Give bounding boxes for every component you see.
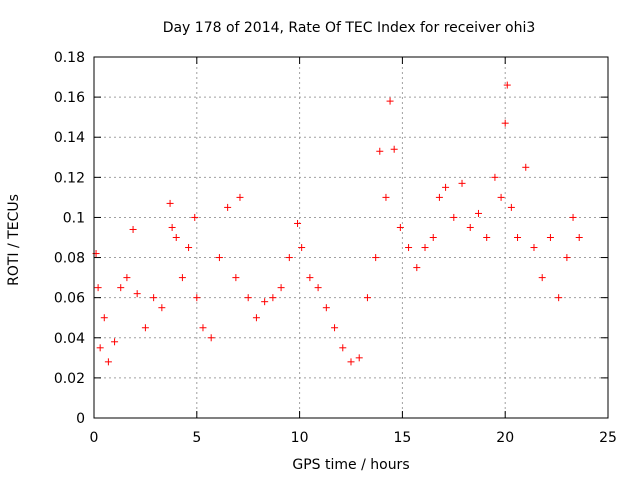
- data-point: [421, 244, 429, 252]
- data-point: [458, 179, 466, 187]
- data-point: [514, 234, 522, 241]
- data-point: [331, 324, 339, 332]
- data-point: [396, 223, 404, 231]
- data-point: [355, 354, 363, 362]
- y-tick-label: 0.16: [54, 90, 85, 106]
- data-point: [207, 334, 215, 342]
- data-point: [575, 234, 583, 241]
- data-point: [306, 274, 314, 282]
- data-point: [483, 234, 491, 241]
- axis-ticks: 0 0.02 0.04 0.06 0.08 0.1 0.12 0.14 0.16 0.18 0 5 10…: [54, 50, 617, 446]
- data-point: [314, 284, 322, 292]
- data-point: [382, 193, 390, 201]
- data-point: [133, 290, 141, 298]
- data-point: [442, 183, 450, 191]
- data-point: [224, 203, 232, 211]
- data-point: [322, 304, 330, 312]
- data-point: [236, 193, 244, 201]
- y-tick-label: 0: [76, 411, 85, 427]
- data-point: [178, 274, 186, 282]
- data-point: [429, 234, 437, 241]
- data-point: [129, 225, 137, 233]
- data-point: [503, 81, 511, 89]
- data-point: [104, 358, 112, 366]
- data-point: [339, 344, 347, 352]
- grid-lines: [94, 57, 608, 418]
- data-point: [166, 199, 174, 207]
- y-tick-label: 0.14: [54, 130, 85, 146]
- chart-title: Day 178 of 2014, Rate Of TEC Index for r…: [163, 20, 536, 36]
- data-point: [538, 274, 546, 282]
- y-tick-label: 0.12: [54, 170, 85, 186]
- x-tick-label: 25: [599, 430, 617, 446]
- data-point: [94, 284, 102, 292]
- data-point: [298, 244, 306, 252]
- data-point: [563, 254, 571, 262]
- y-tick-label: 0.04: [54, 331, 85, 347]
- data-point: [347, 358, 355, 366]
- data-point: [123, 274, 131, 282]
- data-point: [507, 203, 515, 211]
- data-point: [569, 213, 577, 221]
- data-points: [92, 81, 583, 366]
- data-point: [294, 219, 302, 227]
- data-point: [474, 209, 482, 217]
- data-point: [150, 294, 158, 302]
- data-point: [199, 324, 207, 332]
- data-point: [193, 294, 201, 302]
- data-point: [376, 147, 384, 155]
- data-point: [413, 264, 421, 272]
- plot-frame: [93, 56, 609, 419]
- data-point: [191, 213, 199, 221]
- data-point: [450, 213, 458, 221]
- x-tick-label: 5: [192, 430, 201, 446]
- data-point: [277, 284, 285, 292]
- data-point: [269, 294, 277, 302]
- y-tick-label: 0.18: [54, 50, 85, 66]
- data-point: [244, 294, 252, 302]
- data-point: [117, 284, 125, 292]
- data-point: [215, 254, 223, 262]
- x-axis-label: GPS time / hours: [292, 457, 409, 473]
- x-tick-label: 15: [393, 430, 411, 446]
- data-point: [363, 294, 371, 302]
- data-point: [501, 119, 509, 127]
- data-point: [168, 223, 176, 231]
- data-point: [285, 254, 293, 262]
- data-point: [546, 234, 554, 241]
- data-point: [96, 344, 104, 352]
- data-point: [435, 193, 443, 201]
- data-point: [185, 244, 193, 252]
- data-point: [111, 338, 119, 346]
- data-point: [497, 193, 505, 201]
- data-point: [555, 294, 563, 302]
- data-point: [172, 234, 180, 241]
- data-point: [158, 304, 166, 312]
- data-point: [261, 298, 269, 306]
- x-tick-label: 10: [291, 430, 309, 446]
- y-tick-label: 0.1: [63, 210, 85, 226]
- x-tick-label: 20: [496, 430, 514, 446]
- data-point: [390, 145, 398, 153]
- data-point: [405, 244, 413, 252]
- y-tick-label: 0.06: [54, 291, 85, 307]
- data-point: [466, 223, 474, 231]
- data-point: [491, 173, 499, 181]
- data-point: [232, 274, 240, 282]
- y-tick-label: 0.08: [54, 251, 85, 267]
- x-tick-label: 0: [90, 430, 99, 446]
- data-point: [100, 314, 108, 322]
- data-point: [372, 254, 380, 262]
- data-point: [141, 324, 149, 332]
- data-point: [386, 97, 394, 105]
- data-point: [252, 314, 260, 322]
- y-axis-label: ROTI / TECUs: [6, 194, 22, 286]
- data-point: [522, 163, 530, 171]
- y-tick-label: 0.02: [54, 371, 85, 387]
- data-point: [530, 244, 538, 252]
